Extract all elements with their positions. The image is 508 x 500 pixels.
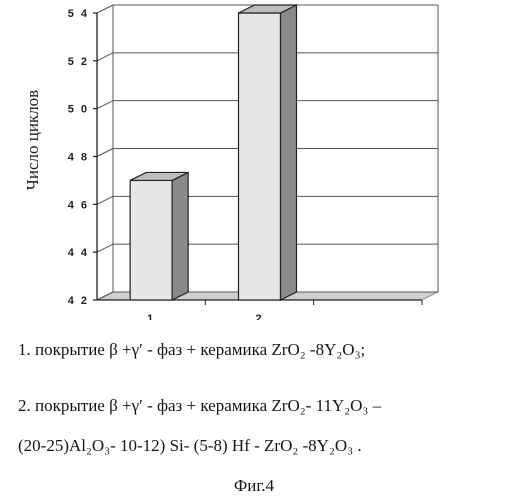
bar-front	[130, 180, 172, 300]
bars	[130, 5, 296, 300]
figure-number: Фиг.4	[0, 476, 508, 496]
y-tick-label: 5 4	[68, 8, 89, 20]
bar-2	[239, 5, 297, 300]
y-tick-label: 4 8	[68, 152, 89, 164]
bar-side	[281, 5, 297, 300]
y-axis-label: Число циклов	[23, 90, 42, 190]
y-tick-label: 4 2	[68, 295, 89, 307]
y-tick-labels: 4 2 4 4 4 6 4 8 5 0 5 2 5 4	[68, 8, 89, 307]
grid-line-diagonal	[97, 5, 113, 13]
bar-front	[239, 13, 281, 300]
x-tick-labels: 12	[147, 300, 422, 320]
y-tick-label: 5 0	[68, 104, 89, 116]
grid-line-diagonal	[97, 244, 113, 252]
caption-line-3: (20-25)Al₂O₃- 10-12) Si- (5-8) Hf - ZrO₂…	[18, 436, 362, 456]
grid-line-diagonal	[97, 196, 113, 204]
caption-line-1: 1. покрытие β +γ′ - фаз + керамика ZrO₂ …	[18, 340, 365, 360]
figure-caption: 1. покрытие β +γ′ - фаз + керамика ZrO₂ …	[0, 340, 508, 490]
bar-side	[172, 172, 188, 300]
y-tick-label: 4 4	[68, 247, 89, 259]
x-tick-label: 2	[255, 313, 263, 320]
y-tick-label: 5 2	[68, 56, 89, 68]
x-tick-label: 1	[147, 313, 155, 320]
grid-line-diagonal	[97, 149, 113, 157]
grid-line-diagonal	[97, 101, 113, 109]
caption-line-2: 2. покрытие β +γ′ - фаз + керамика ZrO₂-…	[18, 396, 381, 416]
grid-line-diagonal	[97, 53, 113, 61]
bar-chart: 4 24 44 64 85 05 25 4 12 Число циклов	[0, 0, 508, 320]
bar-1	[130, 172, 188, 300]
y-tick-label: 4 6	[68, 199, 89, 211]
